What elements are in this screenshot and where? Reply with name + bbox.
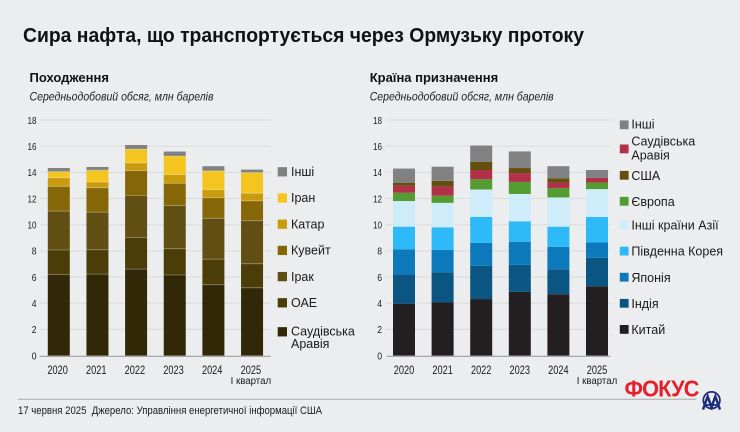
svg-text:Саудівська: Саудівська (291, 325, 355, 339)
svg-text:Походження: Походження (30, 70, 109, 85)
svg-text:Європа: Європа (631, 195, 674, 209)
svg-text:14: 14 (28, 167, 37, 179)
svg-text:Інші: Інші (291, 165, 314, 179)
svg-text:2023: 2023 (510, 363, 531, 377)
svg-text:0: 0 (377, 350, 382, 362)
svg-text:2020: 2020 (47, 363, 68, 377)
svg-text:Середньодобовий обсяг, млн бар: Середньодобовий обсяг, млн барелів (370, 91, 554, 103)
svg-text:ОАЕ: ОАЕ (291, 296, 317, 310)
svg-text:Інші: Інші (631, 118, 654, 132)
svg-text:І квартал: І квартал (577, 376, 618, 387)
svg-text:Японія: Японія (631, 271, 670, 285)
svg-text:18: 18 (28, 115, 37, 127)
svg-text:Ірак: Ірак (291, 270, 314, 284)
svg-text:Середньодобовий обсяг, млн бар: Середньодобовий обсяг, млн барелів (30, 91, 214, 103)
svg-text:Катар: Катар (291, 217, 324, 231)
svg-text:Іран: Іран (291, 191, 315, 205)
svg-text:10: 10 (28, 220, 37, 232)
svg-text:Саудівська: Саудівська (631, 135, 695, 149)
svg-text:Кувейт: Кувейт (291, 244, 331, 258)
svg-text:18: 18 (373, 115, 382, 127)
svg-text:І квартал: І квартал (231, 376, 272, 387)
svg-text:2020: 2020 (394, 363, 415, 377)
svg-text:8: 8 (377, 246, 382, 258)
svg-text:2024: 2024 (202, 363, 223, 377)
svg-text:Аравія: Аравія (631, 148, 669, 162)
svg-text:Країна призначення: Країна призначення (370, 70, 499, 85)
svg-text:2025: 2025 (587, 363, 608, 377)
svg-text:Аравія: Аравія (291, 337, 329, 351)
svg-text:16: 16 (373, 141, 382, 153)
svg-text:12: 12 (373, 193, 382, 205)
svg-text:США: США (631, 169, 660, 183)
svg-text:2022: 2022 (471, 363, 492, 377)
svg-text:2021: 2021 (86, 363, 107, 377)
svg-text:2024: 2024 (548, 363, 569, 377)
svg-text:6: 6 (32, 272, 37, 284)
svg-text:Південна Корея: Південна Корея (631, 245, 723, 259)
svg-text:2021: 2021 (432, 363, 453, 377)
svg-text:4: 4 (32, 298, 37, 310)
svg-text:Інші країни Азії: Інші країни Азії (631, 219, 719, 233)
svg-text:2022: 2022 (125, 363, 146, 377)
svg-text:0: 0 (32, 350, 37, 362)
svg-text:Китай: Китай (631, 323, 665, 337)
svg-text:2: 2 (32, 324, 37, 336)
svg-text:8: 8 (32, 246, 37, 258)
svg-text:17 червня 2025 Джерело: Управ: 17 червня 2025 Джерело: Управління енерг… (18, 405, 323, 417)
svg-text:10: 10 (373, 220, 382, 232)
svg-text:6: 6 (377, 272, 382, 284)
svg-text:4: 4 (377, 298, 382, 310)
svg-text:Сира нафта, що транспортується: Сира нафта, що транспортується через Орм… (23, 25, 585, 47)
svg-text:Індія: Індія (631, 297, 658, 311)
svg-text:2023: 2023 (163, 363, 184, 377)
svg-text:12: 12 (28, 193, 37, 205)
svg-text:2025: 2025 (241, 363, 262, 377)
svg-text:ФОКУС: ФОКУС (625, 376, 699, 402)
svg-text:2: 2 (377, 324, 382, 336)
svg-text:16: 16 (28, 141, 37, 153)
svg-text:14: 14 (373, 167, 382, 179)
